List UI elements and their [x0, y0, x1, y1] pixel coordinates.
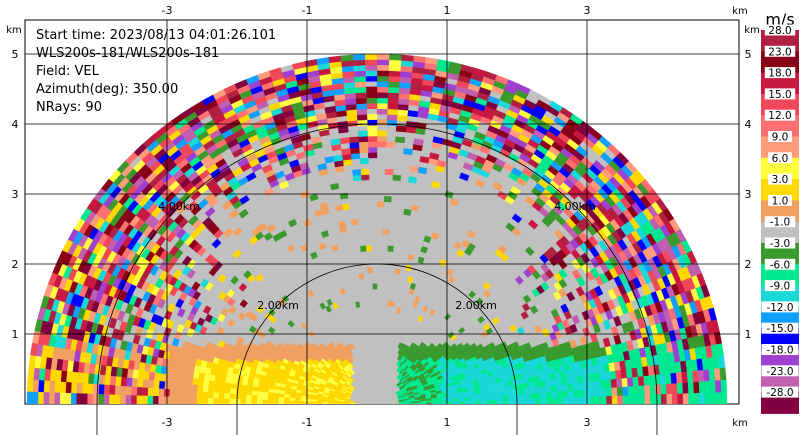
y-tick-label: 2 — [745, 258, 752, 271]
range-ring-label: 4.00km — [158, 200, 200, 213]
y-tick-label: 3 — [12, 188, 19, 201]
x-tick-label: -1 — [302, 416, 313, 429]
colorbar-label-bg — [761, 344, 799, 355]
colorbar-label: -3.0 — [770, 238, 791, 250]
x-tick-label: -3 — [162, 416, 173, 429]
colorbar-label-bg — [768, 152, 792, 164]
y-tick-label: 1 — [12, 328, 19, 341]
x-tick-label: 3 — [584, 4, 591, 17]
y-tick-label: 2 — [12, 258, 19, 271]
colorbar-label: -6.0 — [770, 259, 791, 271]
range-ring — [96, 123, 658, 405]
axis-unit-label: km — [732, 6, 748, 17]
colorbar-label: -1.0 — [770, 217, 791, 229]
y-tick-label: 3 — [745, 188, 752, 201]
info-line: WLS200s-181/WLS200s-181 — [36, 46, 219, 61]
colorbar-label: -28.0 — [766, 387, 793, 399]
range-ring-label: 2.00km — [257, 299, 299, 312]
velocity-field — [26, 53, 728, 404]
info-line: Field: VEL — [36, 64, 100, 79]
y-tick-label: 4 — [12, 118, 19, 131]
colorbar-label: -12.0 — [766, 302, 793, 314]
info-panel: Start time: 2023/08/13 04:01:26.101 WLS20… — [36, 28, 276, 115]
axes: -3 -3 -1 -1 1 1 3 3 1 1 2 2 3 3 4 4 5 5 km km km km — [6, 4, 760, 429]
range-ring-label: 2.00km — [455, 299, 497, 312]
colorbar-label-bg — [764, 45, 796, 57]
range-ring — [236, 263, 518, 405]
colorbar-label-bg — [761, 386, 799, 398]
colorbar-label-bg — [764, 216, 796, 228]
colorbar-label: 1.0 — [772, 195, 789, 207]
colorbar-label: 15.0 — [768, 89, 791, 101]
colorbar-label: 28.0 — [768, 25, 791, 37]
colorbar-label-bg — [764, 280, 796, 292]
x-tick-label: -1 — [302, 4, 313, 17]
x-tick-label: 3 — [584, 416, 591, 429]
colorbar-label-bg — [761, 365, 799, 377]
colorbar-label-bg — [768, 173, 792, 185]
colorbar-label: 3.0 — [772, 174, 789, 186]
axis-unit-label: km — [732, 418, 748, 429]
colorbar-label-bg — [761, 301, 799, 313]
info-line: NRays: 90 — [36, 100, 102, 115]
colorbar-label-bg — [761, 322, 799, 334]
x-tick-label: 1 — [444, 4, 451, 17]
info-line: Start time: 2023/08/13 04:01:26.101 — [36, 28, 276, 43]
colorbar-label: -9.0 — [770, 281, 791, 293]
colorbar-label-bg — [764, 88, 796, 100]
colorbar-label: 6.0 — [772, 153, 789, 165]
axis-unit-label: km — [6, 25, 22, 36]
colorbar-label-bg — [764, 109, 796, 121]
colorbar-label-bg — [764, 67, 796, 79]
colorbar-label: 18.0 — [768, 68, 791, 80]
y-tick-label: 4 — [745, 118, 752, 131]
colorbar: m/s28.0 23.0 18.0 15.0 12.0 9.0 6.0 3.0 1.0 -1.0 -… — [761, 10, 799, 414]
axis-unit-label: km — [744, 25, 760, 36]
colorbar-label-bg — [764, 237, 796, 249]
colorbar-label-bg — [768, 131, 792, 142]
colorbar-label-bg — [764, 258, 796, 270]
colorbar-label: 12.0 — [768, 110, 791, 122]
colorbar-label: -23.0 — [766, 366, 793, 378]
colorbar-label: 23.0 — [768, 46, 791, 58]
colorbar-unit: m/s — [765, 10, 794, 29]
x-tick-label: -3 — [162, 4, 173, 17]
y-tick-label: 5 — [745, 48, 752, 61]
range-ring-label: 4.00km — [554, 200, 596, 213]
x-tick-label: 1 — [444, 416, 451, 429]
y-tick-label: 5 — [12, 48, 19, 61]
info-line: Azimuth(deg): 350.00 — [36, 82, 178, 97]
colorbar-label: -15.0 — [766, 323, 793, 335]
y-tick-label: 1 — [745, 328, 752, 341]
colorbar-label-bg — [764, 24, 796, 36]
colorbar-label: 9.0 — [772, 132, 789, 144]
colorbar-label: -18.0 — [766, 345, 793, 357]
colorbar-label-bg — [768, 194, 792, 206]
range-rings: 2.00km 2.00km 4.00km 4.00km — [96, 123, 658, 435]
